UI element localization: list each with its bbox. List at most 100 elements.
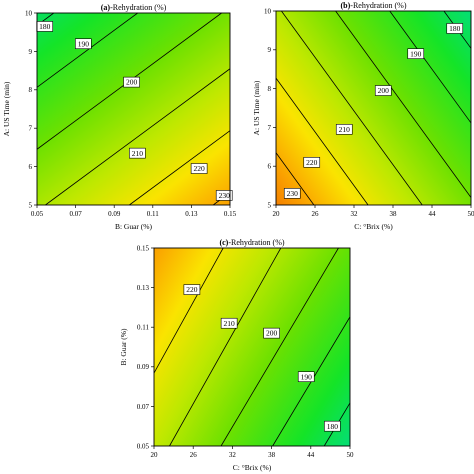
contour-label-180: 180: [449, 24, 461, 33]
contour-label-box-210: [220, 317, 238, 329]
contour-label-box-210: [129, 147, 146, 159]
x-axis-label: B: Guar (%): [115, 222, 153, 231]
contour-label-220: 220: [193, 164, 205, 173]
plot-frame: [36, 12, 231, 206]
contour-line-210: [169, 247, 282, 447]
contour-line-220: [153, 247, 224, 374]
y-tick-label: 0.09: [137, 363, 150, 371]
contour-line-210: [45, 68, 231, 206]
x-tick-label: 44: [307, 451, 315, 459]
contour-label-220: 220: [306, 158, 318, 167]
contour-label-box-190: [407, 48, 425, 59]
x-tick-label: 32: [229, 451, 237, 459]
panel-a: 180 190 200 210 220 230 0.05 0.07 0.09 0.11 0.13 0.…: [2, 3, 237, 231]
y-tick-label: 9: [268, 46, 272, 54]
y-tick-label: 8: [268, 85, 272, 93]
chart-title-prefix: (a): [101, 3, 111, 12]
x-tick-label: 20: [273, 210, 281, 218]
x-axis-label: C: °Brix (%): [354, 222, 393, 231]
heat-surface: [154, 248, 350, 446]
contour-line-200: [335, 10, 472, 198]
contour-label-box-230: [283, 188, 301, 199]
contour-line-200: [220, 247, 339, 447]
contour-label-box-210: [335, 124, 353, 135]
plot-frame: [275, 10, 472, 206]
contour-label-180: 180: [327, 422, 339, 431]
contour-label-230: 230: [219, 191, 231, 200]
contour-label-190: 190: [410, 49, 422, 58]
y-tick-label: 5: [268, 201, 272, 209]
contour-label-210: 210: [224, 319, 236, 328]
contour-label-210: 210: [132, 149, 144, 158]
x-tick-label: 0.05: [31, 210, 44, 218]
x-tick-label: 38: [390, 210, 398, 218]
chart-title-text: -Rehydration (%): [228, 238, 285, 247]
contour-label-210: 210: [339, 125, 351, 134]
chart-title: (c)-Rehydration (%): [219, 238, 284, 247]
y-tick-label: 0.05: [137, 442, 150, 450]
y-tick-label: 0.15: [137, 244, 150, 252]
plot-frame: [153, 247, 351, 447]
y-tick-label: 9: [29, 48, 33, 56]
contour-label-220: 220: [186, 285, 198, 294]
contour-label-box-180: [446, 23, 464, 34]
y-axis-label: A: US Time (min): [2, 81, 11, 136]
x-tick-label: 0.13: [185, 210, 198, 218]
x-tick-label: 0.11: [147, 210, 159, 218]
contour-label-200: 200: [378, 86, 390, 95]
contour-label-box-200: [123, 76, 140, 88]
heat-surface: [37, 13, 230, 205]
y-axis-label: A: US Time (min): [252, 80, 261, 135]
x-tick-label: 26: [312, 210, 320, 218]
contour-label-230: 230: [287, 189, 299, 198]
contour-label-200: 200: [126, 78, 138, 87]
contour-label-190: 190: [78, 39, 90, 48]
y-tick-label: 5: [29, 201, 33, 209]
x-axis-label: C: °Brix (%): [233, 463, 272, 472]
x-tick-label: 0.15: [224, 210, 237, 218]
x-tick-label: 44: [429, 210, 437, 218]
contour-label-200: 200: [266, 329, 278, 338]
y-tick-label: 6: [268, 163, 272, 171]
x-tick-label: 38: [268, 451, 276, 459]
contour-label-190: 190: [301, 372, 313, 381]
x-tick-label: 32: [351, 210, 359, 218]
y-tick-label: 6: [29, 163, 33, 171]
y-tick-label: 0.11: [137, 324, 149, 332]
chart-title-text: -Rehydration (%): [350, 1, 407, 10]
panel-c: 180 190 200 210 220 20 26 32 38 44 50 0.05 0.07 0.09 0…: [119, 238, 354, 472]
contour-label-box-190: [75, 38, 92, 50]
chart-title-text: -Rehydration (%): [110, 3, 167, 12]
y-tick-label: 8: [29, 86, 33, 94]
x-tick-label: 50: [468, 210, 474, 218]
chart-title: (a)-Rehydration (%): [101, 3, 167, 12]
contour-label-box-220: [183, 284, 201, 295]
x-tick-label: 26: [190, 451, 198, 459]
contour-line-190: [36, 12, 138, 88]
y-axis-label: B: Guar (%): [119, 328, 128, 366]
contour-label-box-200: [374, 85, 392, 96]
contour-line-190: [389, 10, 472, 124]
chart-title-prefix: (b): [341, 1, 351, 10]
chart-title: (b)-Rehydration (%): [341, 1, 407, 10]
contour-line-220: [129, 130, 231, 206]
contour-label-box-200: [263, 327, 280, 339]
contour-label-box-180: [324, 420, 341, 432]
y-tick-label: 10: [25, 9, 33, 17]
y-tick-label: 0.07: [137, 403, 150, 411]
contour-label-box-190: [297, 371, 315, 383]
y-tick-label: 10: [264, 7, 272, 15]
y-tick-label: 7: [29, 125, 33, 133]
contour-label-box-230: [215, 190, 233, 201]
contour-line-210: [281, 10, 423, 206]
x-tick-label: 20: [151, 451, 159, 459]
heat-surface: [276, 11, 471, 205]
contour-label-box-220: [190, 163, 208, 174]
contour-line-230: [275, 152, 315, 206]
contour-line-220: [275, 77, 369, 206]
x-tick-label: 50: [347, 451, 355, 459]
contour-label-180: 180: [39, 22, 51, 31]
chart-title-prefix: (c): [219, 238, 228, 247]
